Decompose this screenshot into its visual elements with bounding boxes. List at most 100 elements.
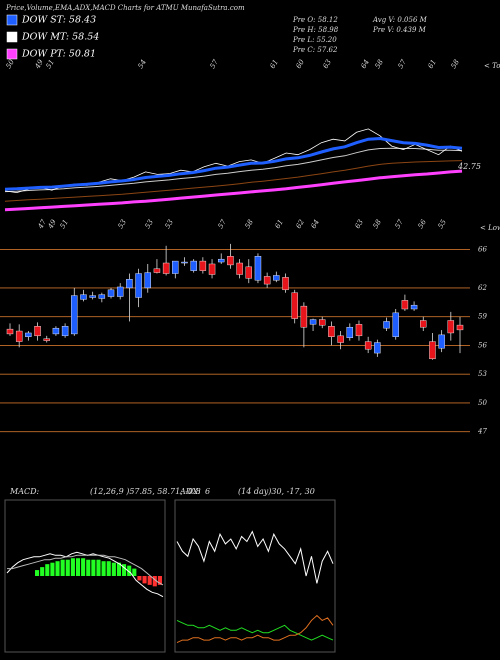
series-line — [4, 147, 463, 193]
low-label: 51 — [59, 218, 70, 230]
stat: Pre C: 57.62 — [292, 46, 338, 54]
adx-value: 6 — [205, 487, 210, 496]
series-line — [176, 619, 334, 641]
low-label: 53 — [117, 218, 129, 230]
histogram-bar — [91, 559, 96, 576]
legend-swatch — [6, 14, 18, 26]
series-line — [6, 551, 164, 598]
candle-body — [181, 261, 188, 264]
histogram-bar — [55, 561, 60, 576]
top-label: 61 — [427, 58, 438, 70]
top-label: 58 — [374, 58, 386, 70]
candle-body — [364, 341, 372, 350]
legend-entry: DOW PT: 50.81 — [21, 49, 96, 60]
series-line — [176, 530, 334, 584]
candle-body — [71, 295, 78, 335]
low-label: 62 — [295, 218, 307, 230]
candle-body — [337, 335, 344, 343]
top-label: 60 — [295, 58, 307, 70]
histogram-bar — [86, 559, 91, 576]
series-line — [4, 169, 463, 212]
page-title: Price,Volume,EMA,ADX,MACD Charts for ATM… — [5, 4, 245, 12]
candle-body — [126, 279, 133, 289]
top-label: 50 — [5, 58, 17, 70]
candle-body — [282, 277, 289, 291]
histogram-bar — [50, 562, 55, 576]
candle-body — [6, 328, 14, 335]
top-label: 61 — [269, 58, 280, 70]
y-tick-label: 62 — [478, 284, 487, 292]
histogram-bar — [116, 562, 122, 576]
low-label: 57 — [394, 218, 406, 230]
macd-params: (12,26,9 )57.85, 58.71, -0.8 — [90, 487, 201, 496]
histogram-bar — [137, 576, 142, 581]
low-label: 61 — [274, 218, 285, 230]
candle-body — [190, 260, 197, 271]
candle-body — [346, 327, 354, 338]
top-label: 54 — [137, 58, 148, 70]
histogram-bar — [35, 570, 40, 576]
candle-body — [172, 260, 179, 274]
y-tick-label: 66 — [478, 246, 487, 254]
histogram-bar — [40, 567, 45, 576]
series-line — [4, 136, 463, 191]
candle-body — [116, 286, 124, 297]
stat: Pre V: 0.439 M — [372, 26, 427, 34]
stat: Pre H: 58.98 — [292, 26, 339, 34]
histogram-bar — [60, 559, 65, 576]
top-label: 63 — [322, 58, 334, 70]
candle-body — [107, 289, 115, 297]
histogram-bar — [142, 576, 147, 584]
candle-body — [374, 342, 381, 354]
candle-body — [89, 295, 96, 298]
candle-body — [80, 294, 87, 300]
candle-body — [300, 305, 308, 328]
adx-frame — [174, 499, 336, 653]
candle-body — [420, 320, 427, 328]
candle-body — [319, 319, 326, 326]
top-label: 58 — [450, 58, 462, 70]
candle-body — [429, 341, 436, 360]
candle-body — [410, 304, 418, 310]
low-label: 53 — [144, 218, 156, 230]
candle-body — [135, 273, 142, 298]
candle-body — [15, 330, 23, 342]
series-line — [4, 160, 463, 202]
histogram-bar — [70, 558, 75, 576]
histogram-bar — [127, 565, 132, 576]
candle-body — [355, 324, 363, 337]
top-label: 64 — [360, 58, 371, 70]
candle-body — [401, 300, 409, 310]
series-line — [176, 614, 334, 644]
candle-body — [383, 321, 390, 329]
candle-body — [162, 262, 170, 274]
candle-body — [98, 294, 106, 299]
histogram-bar — [147, 576, 152, 585]
y-tick-label: 50 — [478, 399, 487, 407]
low-label: 55 — [437, 218, 449, 230]
candle-body — [392, 312, 399, 337]
top-label: 49 — [33, 58, 45, 71]
histogram-bar — [75, 558, 81, 576]
tops-note: < Tops — [484, 62, 500, 70]
legend-entry: DOW MT: 58.54 — [21, 32, 99, 43]
histogram-bar — [45, 564, 50, 576]
macd-label: MACD: — [9, 487, 40, 496]
series-line — [7, 554, 164, 586]
candle-body — [217, 258, 225, 263]
candle-body — [52, 327, 60, 335]
histogram-bar — [157, 576, 162, 585]
histogram-bar — [81, 558, 86, 576]
legend-swatch — [6, 48, 18, 60]
macd-frame — [4, 499, 166, 653]
low-label: 58 — [244, 218, 256, 230]
candle-body — [254, 256, 262, 281]
series-line — [4, 128, 463, 194]
candle-body — [245, 266, 253, 279]
top-label: 57 — [397, 58, 409, 70]
legend-swatch — [6, 31, 18, 43]
top-label: 51 — [45, 58, 56, 70]
y-tick-label: 56 — [478, 341, 487, 349]
candle-body — [328, 326, 335, 337]
